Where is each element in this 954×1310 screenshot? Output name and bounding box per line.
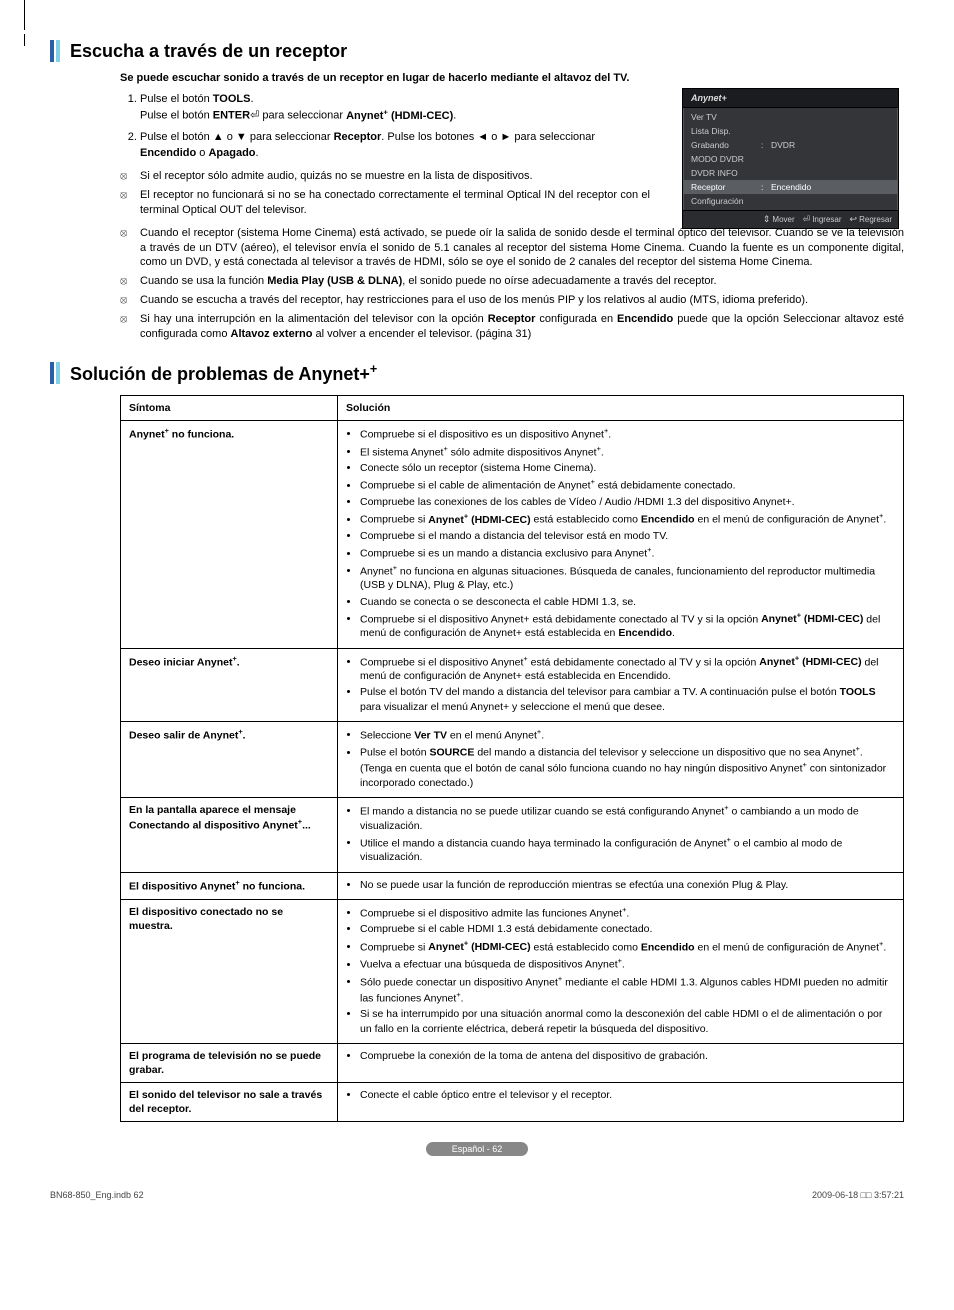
table-row: El programa de televisión no se puede gr… bbox=[121, 1043, 904, 1082]
table-row: El dispositivo Anynet+ no funciona. No se… bbox=[121, 872, 904, 899]
section-content: Se puede escuchar sonido a través de un … bbox=[120, 72, 650, 218]
note-item: Si hay una interrupción en la alimentaci… bbox=[120, 312, 904, 342]
menu-row: Receptor:Encendido bbox=[683, 180, 898, 194]
page: Escucha a través de un receptor Se puede… bbox=[0, 0, 954, 1186]
note-item: Cuando se escucha a través del receptor,… bbox=[120, 293, 904, 308]
cell-solution: Compruebe si el dispositivo es un dispos… bbox=[338, 420, 904, 648]
solution-item: Anynet+ no funciona en algunas situacion… bbox=[360, 563, 895, 593]
cell-solution: Conecte el cable óptico entre el televis… bbox=[338, 1083, 904, 1122]
section-heading: Solución de problemas de Anynet++ bbox=[50, 362, 904, 385]
section-troubleshoot: Solución de problemas de Anynet++ Síntom… bbox=[50, 362, 904, 1123]
solution-item: Compruebe si el dispositivo Anynet+ está… bbox=[360, 654, 895, 684]
anynet-menu-screenshot: Anynet+ Ver TVLista Disp.Grabando:DVDRMO… bbox=[682, 88, 899, 229]
solution-item: Pulse el botón SOURCE del mando a distan… bbox=[360, 744, 895, 790]
table-row: Anynet+ no funciona. Compruebe si el disp… bbox=[121, 420, 904, 648]
table-wrapper: Síntoma Solución Anynet+ no funciona. Com… bbox=[120, 395, 904, 1123]
step-item: Pulse el botón TOOLS.Pulse el botón ENTE… bbox=[140, 92, 650, 124]
cell-symptom: En la pantalla aparece el mensaje Conect… bbox=[121, 797, 338, 872]
table-row: El dispositivo conectado no se muestra. C… bbox=[121, 899, 904, 1043]
cell-symptom: El dispositivo conectado no se muestra. bbox=[121, 899, 338, 1043]
solution-item: Seleccione Ver TV en el menú Anynet+. bbox=[360, 727, 895, 743]
menu-row: Lista Disp. bbox=[683, 124, 898, 138]
cell-symptom: Deseo salir de Anynet+. bbox=[121, 721, 338, 797]
note-item: Cuando el receptor (sistema Home Cinema)… bbox=[120, 226, 904, 271]
cell-solution: Seleccione Ver TV en el menú Anynet+.Pul… bbox=[338, 721, 904, 797]
table-row: En la pantalla aparece el mensaje Conect… bbox=[121, 797, 904, 872]
solution-item: Vuelva a efectuar una búsqueda de dispos… bbox=[360, 956, 895, 972]
solution-item: Compruebe si Anynet+ (HDMI-CEC) está est… bbox=[360, 939, 895, 955]
solution-item: Compruebe las conexiones de los cables d… bbox=[360, 495, 895, 509]
th-solution: Solución bbox=[338, 395, 904, 420]
cell-symptom: Anynet+ no funciona. bbox=[121, 420, 338, 648]
note-item: El receptor no funcionará si no se ha co… bbox=[120, 188, 650, 218]
page-badge: Español - 62 bbox=[426, 1142, 528, 1156]
solution-item: El sistema Anynet+ sólo admite dispositi… bbox=[360, 444, 895, 460]
menu-row: DVDR INFO bbox=[683, 166, 898, 180]
solution-item: El mando a distancia no se puede utiliza… bbox=[360, 803, 895, 833]
crop-mark bbox=[24, 0, 25, 30]
cell-solution: El mando a distancia no se puede utiliza… bbox=[338, 797, 904, 872]
notes-list-narrow: Si el receptor sólo admite audio, quizás… bbox=[120, 169, 650, 218]
menu-row: Configuración bbox=[683, 194, 898, 208]
solution-item: Conecte el cable óptico entre el televis… bbox=[360, 1088, 895, 1102]
solution-item: No se puede usar la función de reproducc… bbox=[360, 878, 895, 892]
solution-item: Compruebe si el cable de alimentación de… bbox=[360, 477, 895, 493]
solution-item: Compruebe si el dispositivo admite las f… bbox=[360, 905, 895, 921]
cell-symptom: Deseo iniciar Anynet+. bbox=[121, 648, 338, 721]
menu-title: Anynet+ bbox=[683, 89, 898, 108]
cell-solution: Compruebe la conexión de la toma de ante… bbox=[338, 1043, 904, 1082]
menu-footer-item: ↩ Regresar bbox=[850, 214, 892, 225]
intro-text: Se puede escuchar sonido a través de un … bbox=[120, 72, 650, 84]
solution-item: Si se ha interrumpido por una situación … bbox=[360, 1007, 895, 1035]
note-item: Si el receptor sólo admite audio, quizás… bbox=[120, 169, 650, 184]
cell-symptom: El dispositivo Anynet+ no funciona. bbox=[121, 872, 338, 899]
menu-row: Ver TV bbox=[683, 110, 898, 124]
menu-body: Ver TVLista Disp.Grabando:DVDRMODO DVDRD… bbox=[683, 108, 898, 210]
menu-footer-item: ⏎ Ingresar bbox=[803, 214, 842, 225]
solution-item: Compruebe si el cable HDMI 1.3 está debi… bbox=[360, 922, 895, 936]
solution-item: Compruebe si el dispositivo es un dispos… bbox=[360, 426, 895, 442]
table-row: Deseo iniciar Anynet+. Compruebe si el di… bbox=[121, 648, 904, 721]
th-symptom: Síntoma bbox=[121, 395, 338, 420]
table-body: Anynet+ no funciona. Compruebe si el disp… bbox=[121, 420, 904, 1122]
table-row: El sonido del televisor no sale a través… bbox=[121, 1083, 904, 1122]
cell-solution: No se puede usar la función de reproducc… bbox=[338, 872, 904, 899]
cell-symptom: El sonido del televisor no sale a través… bbox=[121, 1083, 338, 1122]
solution-item: Conecte sólo un receptor (sistema Home C… bbox=[360, 461, 895, 475]
note-item: Cuando se usa la función Media Play (USB… bbox=[120, 274, 904, 289]
crop-mark bbox=[24, 34, 25, 46]
solution-item: Cuando se conecta o se desconecta el cab… bbox=[360, 595, 895, 609]
solution-item: Compruebe si Anynet+ (HDMI-CEC) está est… bbox=[360, 511, 895, 527]
solution-item: Compruebe la conexión de la toma de ante… bbox=[360, 1049, 895, 1063]
solution-item: Compruebe si es un mando a distancia exc… bbox=[360, 545, 895, 561]
table-row: Deseo salir de Anynet+.Seleccione Ver TV… bbox=[121, 721, 904, 797]
section-title: Solución de problemas de Anynet++ bbox=[70, 362, 377, 385]
heading-bars-icon bbox=[50, 40, 60, 62]
menu-footer: ⇕ Mover ⏎ Ingresar ↩ Regresar bbox=[683, 210, 898, 228]
section-title: Escucha a través de un receptor bbox=[70, 41, 347, 62]
print-footer-left: BN68-850_Eng.indb 62 bbox=[50, 1190, 144, 1200]
menu-row: Grabando:DVDR bbox=[683, 138, 898, 152]
notes-list-wide: Cuando el receptor (sistema Home Cinema)… bbox=[120, 226, 904, 342]
solution-item: Compruebe si el mando a distancia del te… bbox=[360, 529, 895, 543]
solution-item: Sólo puede conectar un dispositivo Anyne… bbox=[360, 974, 895, 1005]
heading-bars-icon bbox=[50, 362, 60, 384]
cell-solution: Compruebe si el dispositivo admite las f… bbox=[338, 899, 904, 1043]
troubleshoot-table: Síntoma Solución Anynet+ no funciona. Com… bbox=[120, 395, 904, 1123]
print-footer-right: 2009-06-18 □□ 3:57:21 bbox=[812, 1190, 904, 1200]
print-footer: BN68-850_Eng.indb 62 2009-06-18 □□ 3:57:… bbox=[0, 1186, 954, 1212]
cell-symptom: El programa de televisión no se puede gr… bbox=[121, 1043, 338, 1082]
section-receiver: Escucha a través de un receptor Se puede… bbox=[50, 40, 904, 342]
steps-list: Pulse el botón TOOLS.Pulse el botón ENTE… bbox=[120, 92, 650, 161]
table-header-row: Síntoma Solución bbox=[121, 395, 904, 420]
section-content-wide: Cuando el receptor (sistema Home Cinema)… bbox=[120, 226, 904, 342]
section-heading: Escucha a través de un receptor bbox=[50, 40, 904, 62]
menu-footer-item: ⇕ Mover bbox=[763, 214, 795, 225]
menu-row: MODO DVDR bbox=[683, 152, 898, 166]
solution-item: Utilice el mando a distancia cuando haya… bbox=[360, 835, 895, 865]
solution-item: Pulse el botón TV del mando a distancia … bbox=[360, 685, 895, 713]
solution-item: Compruebe si el dispositivo Anynet+ está… bbox=[360, 611, 895, 641]
step-item: Pulse el botón ▲ o ▼ para seleccionar Re… bbox=[140, 130, 650, 161]
cell-solution: Compruebe si el dispositivo Anynet+ está… bbox=[338, 648, 904, 721]
